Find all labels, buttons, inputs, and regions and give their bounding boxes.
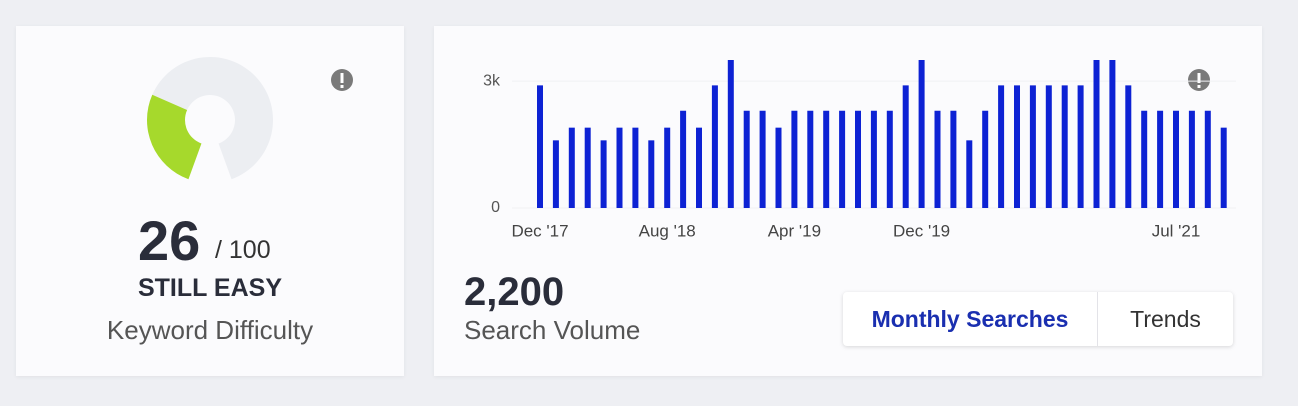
- bar: [1173, 110, 1179, 208]
- volume-label: Search Volume: [464, 315, 641, 345]
- y-tick-label: 0: [491, 199, 500, 216]
- bar: [1204, 110, 1211, 208]
- bar: [568, 127, 575, 208]
- bar: [696, 127, 702, 208]
- info-icon: [1188, 69, 1210, 91]
- gauge-value: [146, 94, 202, 180]
- bar: [982, 110, 989, 208]
- trends-button[interactable]: Trends: [1130, 305, 1201, 332]
- bar: [616, 127, 623, 208]
- bar: [807, 110, 814, 208]
- bar: [1029, 85, 1036, 208]
- tab-group: Monthly Searches Trends: [843, 292, 1233, 346]
- bar: [600, 140, 607, 208]
- bar: [966, 140, 973, 208]
- bar: [759, 110, 766, 208]
- bar: [1014, 85, 1020, 208]
- difficulty-score: 26: [138, 209, 201, 272]
- bar: [870, 110, 877, 208]
- bar: [1125, 85, 1132, 208]
- x-tick-label: Apr '19: [768, 221, 821, 240]
- bar: [537, 85, 543, 208]
- bar: [1061, 85, 1068, 208]
- bar: [727, 60, 734, 208]
- bar: [552, 140, 559, 208]
- bar: [711, 85, 718, 208]
- info-icon: [331, 69, 353, 91]
- bar: [1220, 127, 1227, 208]
- difficulty-status: STILL EASY: [137, 274, 282, 302]
- y-tick-label: 3k: [483, 72, 501, 89]
- bar: [1109, 60, 1116, 208]
- bar: [934, 110, 941, 208]
- bar: [855, 110, 861, 208]
- difficulty-out-of: / 100: [215, 236, 271, 264]
- bar: [775, 127, 782, 208]
- gauge-track: [152, 57, 273, 180]
- bar: [1157, 110, 1164, 208]
- bar: [823, 110, 830, 208]
- bar: [791, 110, 798, 208]
- bar: [1141, 110, 1148, 208]
- monthly-searches-button[interactable]: Monthly Searches: [843, 292, 1098, 346]
- bar: [1093, 60, 1100, 208]
- bar: [998, 85, 1005, 208]
- bar: [1077, 85, 1084, 208]
- x-tick-label: Dec '17: [511, 221, 568, 240]
- bar: [584, 127, 591, 208]
- bar: [886, 110, 893, 208]
- bar: [839, 110, 846, 208]
- bar: [950, 110, 957, 208]
- bar: [1045, 85, 1052, 208]
- bar: [1188, 110, 1195, 208]
- bar: [743, 110, 750, 208]
- bar: [918, 60, 925, 208]
- x-tick-label: Jul '21: [1152, 221, 1201, 240]
- x-tick-label: Aug '18: [639, 221, 696, 240]
- bar: [632, 127, 639, 208]
- volume-value: 2,200: [464, 270, 565, 314]
- bar: [680, 110, 687, 208]
- bar: [902, 85, 909, 208]
- difficulty-label: Keyword Difficulty: [106, 315, 314, 345]
- bar: [648, 140, 655, 208]
- bar: [664, 127, 671, 208]
- x-tick-label: Dec '19: [893, 221, 950, 240]
